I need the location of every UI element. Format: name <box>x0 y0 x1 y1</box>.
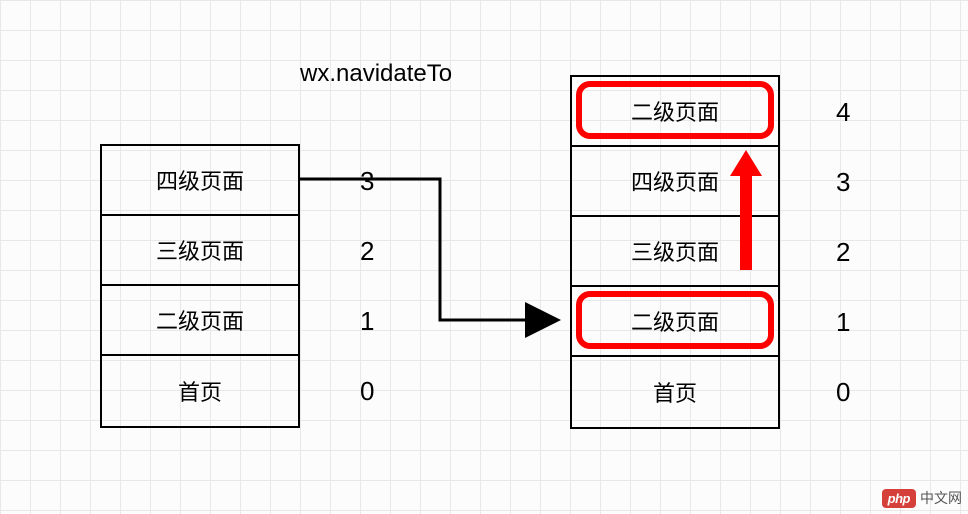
right-stack-index: 2 <box>836 237 850 268</box>
right-stack-cell: 二级页面 <box>572 287 778 357</box>
left-stack-index: 0 <box>360 376 374 407</box>
left-stack-index: 2 <box>360 236 374 267</box>
watermark-badge: php <box>882 489 916 508</box>
diagram-title: wx.navidateTo <box>300 60 452 88</box>
right-stack-cell: 四级页面 <box>572 147 778 217</box>
watermark-text: 中文网 <box>920 488 962 508</box>
left-stack-index: 1 <box>360 306 374 337</box>
right-stack-cell: 首页 <box>572 357 778 427</box>
left-stack: 四级页面三级页面二级页面首页 <box>100 144 300 428</box>
left-stack-cell: 四级页面 <box>102 146 298 216</box>
right-stack-index: 3 <box>836 167 850 198</box>
left-stack-cell: 首页 <box>102 356 298 426</box>
watermark: php 中文网 <box>882 488 962 508</box>
right-stack-cell: 三级页面 <box>572 217 778 287</box>
right-stack-index: 0 <box>836 377 850 408</box>
right-stack-cell: 二级页面 <box>572 77 778 147</box>
right-stack-index: 4 <box>836 97 850 128</box>
right-stack: 二级页面四级页面三级页面二级页面首页 <box>570 75 780 429</box>
right-stack-index: 1 <box>836 307 850 338</box>
left-stack-index: 3 <box>360 166 374 197</box>
left-stack-cell: 三级页面 <box>102 216 298 286</box>
left-stack-cell: 二级页面 <box>102 286 298 356</box>
